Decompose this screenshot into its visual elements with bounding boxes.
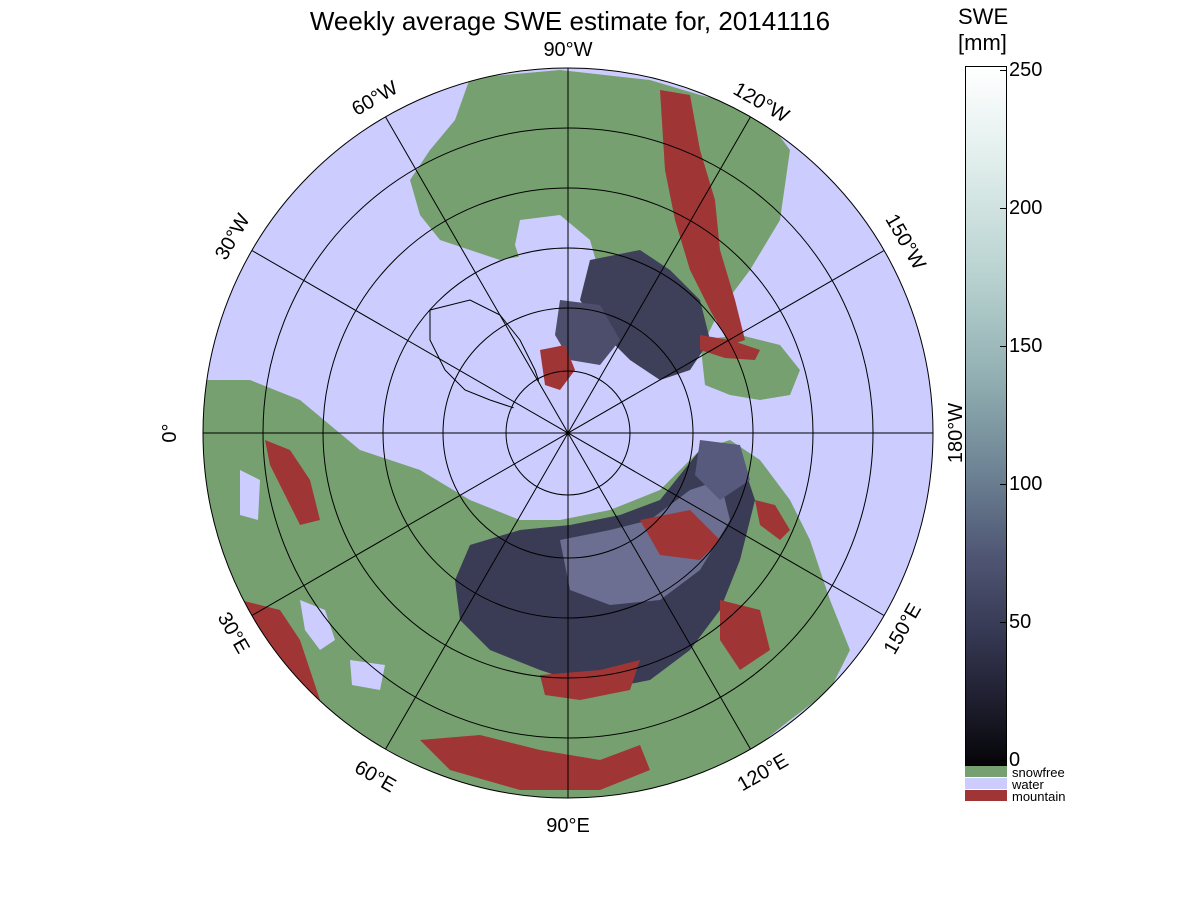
mountain-himalaya [420,735,650,790]
graticule [202,67,934,799]
category-swatch-water [965,778,1007,789]
colorbar-tick-mark [1000,484,1007,485]
colorbar-tick-mark [1000,70,1007,71]
lon-label-0: 0° [159,423,181,442]
mountain-greenland-tip [540,345,575,390]
lon-label-60e: 60°E [351,756,400,797]
mountain-alps-caucasus [240,600,320,705]
colorbar-tick-label: 50 [1009,611,1032,633]
colorbar-title-line1: SWE [958,4,1009,29]
colorbar-tick-label: 150 [1009,335,1043,357]
colorbar-title-line2: [mm] [958,30,1007,55]
lon-label-30e: 30°E [213,609,254,658]
mountain-altai [540,660,640,700]
category-label-water: water [1012,777,1044,792]
lon-label-180: 180°W [945,403,967,463]
mountain-rockies [660,90,745,345]
inland-water-caspian [300,600,335,650]
hudson-bay [515,215,600,300]
colorbar-tick-mark [1000,346,1007,347]
lon-label-30w: 30°W [211,210,255,264]
lon-label-90w: 90°W [543,39,592,61]
colorbar-tick-mark [1000,622,1007,623]
lon-label-90e: 90°E [546,815,590,837]
meridian-150w-30e [251,250,885,616]
colorbar-tick-mark [1000,760,1007,761]
colorbar-tick-label: 0 [1009,749,1021,771]
mountain-kamchatka [755,500,790,540]
lon-label-120e: 120°E [734,750,792,796]
colorbar-tick-label: 200 [1009,197,1043,219]
colorbar-title: SWE [mm] [958,4,1008,56]
mountain-alaska [700,335,760,360]
category-swatch-mountain [965,790,1007,801]
map-title: Weekly average SWE estimate for, 2014111… [309,6,831,36]
category-label-mountain: mountain [1012,789,1066,804]
mountain-east-siberia [640,510,720,560]
inland-water-baltic [240,470,260,520]
snow-canada [580,250,710,380]
category-swatch-snowfree [965,766,1007,777]
mountain-scandinavia [265,440,320,525]
inland-water-blacksea [350,660,385,690]
snow-siberia-east [695,440,750,500]
colorbar-tick-label: 250 [1009,59,1043,81]
snow-canada-north [555,300,620,365]
colorbar-tick-mark [1000,208,1007,209]
colorbar [965,66,1007,766]
colorbar-tick-label: 100 [1009,473,1043,495]
category-label-snowfree: snowfree [1012,765,1065,780]
mountain-northeast-asia [720,600,770,670]
